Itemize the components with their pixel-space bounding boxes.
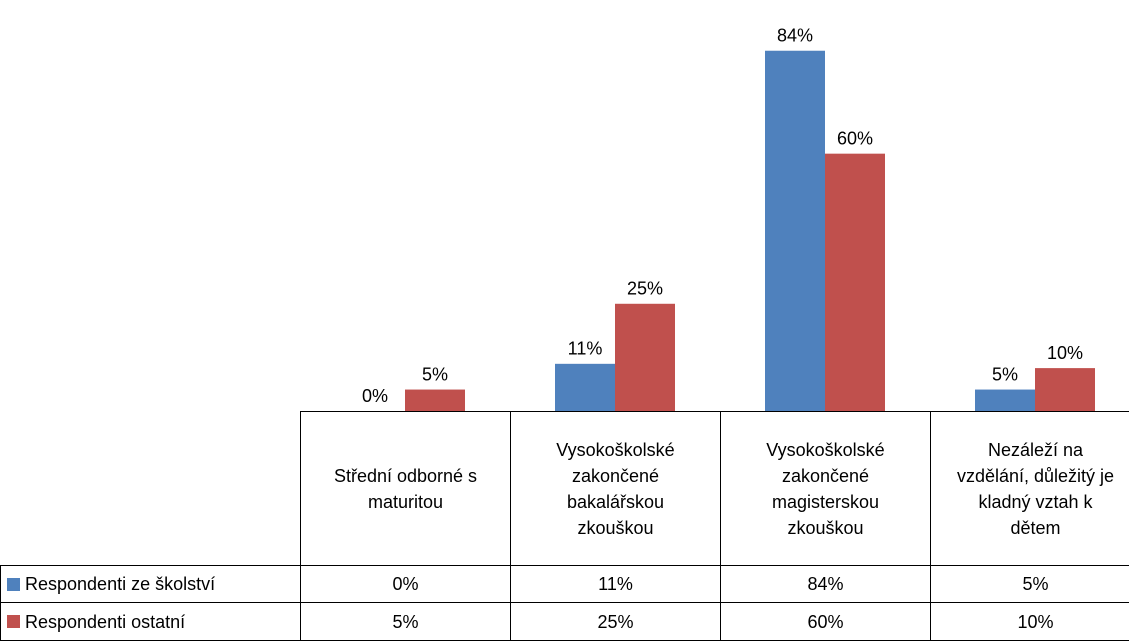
legend-swatch bbox=[7, 577, 20, 591]
bar bbox=[765, 50, 825, 411]
table-value: 0% bbox=[300, 565, 511, 603]
data-label: 5% bbox=[992, 364, 1018, 384]
table-value: 11% bbox=[510, 565, 721, 603]
bar bbox=[825, 153, 885, 411]
table-value: 25% bbox=[510, 602, 721, 641]
table-value: 60% bbox=[720, 602, 931, 641]
table-value: 5% bbox=[300, 602, 511, 641]
data-label: 60% bbox=[837, 128, 873, 148]
category-label: Střední odborné s maturitou bbox=[333, 465, 478, 512]
table-value: 5% bbox=[930, 565, 1129, 603]
legend-entry: Respondenti ostatní bbox=[0, 602, 301, 641]
data-label: 84% bbox=[777, 25, 813, 45]
data-label: 5% bbox=[422, 364, 448, 384]
bar bbox=[975, 389, 1035, 411]
bar bbox=[615, 303, 675, 411]
bar bbox=[555, 363, 615, 411]
bar bbox=[1035, 368, 1095, 411]
table-value: 10% bbox=[930, 602, 1129, 641]
data-label: 10% bbox=[1047, 343, 1083, 363]
category-label: Vysokoškolské zakončené bakalářskou zkou… bbox=[556, 439, 675, 538]
table-value: 84% bbox=[720, 565, 931, 603]
category-label: Vysokoškolské zakončené magisterskou zko… bbox=[766, 439, 885, 538]
legend-label: Respondenti ze školství bbox=[25, 574, 216, 594]
data-label: 0% bbox=[362, 386, 388, 406]
bar bbox=[405, 389, 465, 411]
category-cell: Vysokoškolské zakončené magisterskou zko… bbox=[720, 411, 931, 566]
category-cell: Střední odborné s maturitou bbox=[300, 411, 511, 566]
data-label: 11% bbox=[568, 339, 603, 359]
data-label: 25% bbox=[627, 279, 663, 299]
category-label: Nezáleží na vzdělání, důležitý je kladný… bbox=[956, 439, 1115, 538]
legend-swatch bbox=[7, 615, 20, 628]
category-cell: Vysokoškolské zakončené bakalářskou zkou… bbox=[510, 411, 721, 566]
legend-entry: Respondenti ze školství bbox=[0, 565, 301, 603]
category-cell: Nezáleží na vzdělání, důležitý je kladný… bbox=[930, 411, 1129, 566]
legend-label: Respondenti ostatní bbox=[25, 611, 186, 632]
